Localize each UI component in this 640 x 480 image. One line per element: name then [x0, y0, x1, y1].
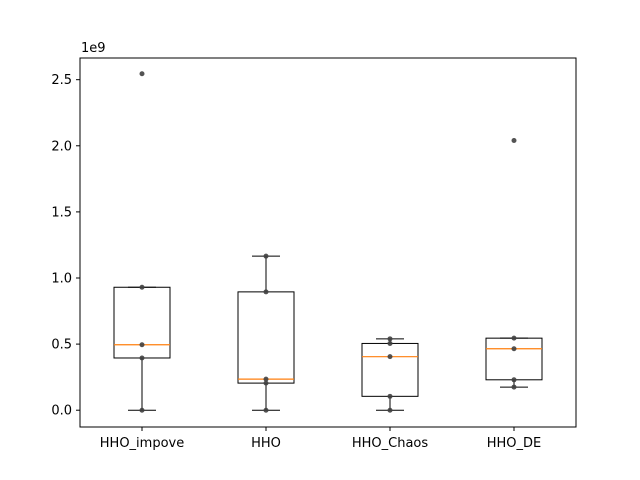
- data-point: [139, 284, 145, 290]
- data-point: [511, 384, 517, 390]
- y-tick-label: 0.5: [51, 338, 72, 353]
- data-point: [387, 393, 393, 399]
- data-point: [387, 336, 393, 342]
- y-axis: 0.0 0.5 1.0 1.5 2.0 2.5: [51, 73, 80, 419]
- data-point: [263, 407, 269, 413]
- x-tick-label: HHO_Chaos: [352, 436, 429, 451]
- axes-frame: [79, 57, 577, 428]
- data-point: [139, 342, 145, 348]
- y-tick-label: 1.0: [51, 271, 72, 286]
- x-tick-label: HHO_impove: [100, 436, 184, 451]
- data-point: [511, 346, 517, 352]
- plot-area: [113, 71, 543, 413]
- data-point: [139, 71, 145, 77]
- data-point: [263, 380, 269, 386]
- data-point: [387, 354, 393, 360]
- data-point: [511, 137, 517, 143]
- data-point: [263, 376, 269, 382]
- data-point: [263, 253, 269, 259]
- x-tick-label: HHO_DE: [487, 436, 542, 451]
- data-point: [511, 377, 517, 383]
- y-tick-label: 0.0: [51, 404, 72, 419]
- y-scale-offset-label: 1e9: [81, 41, 106, 56]
- y-tick-label: 2.0: [51, 139, 72, 154]
- data-point: [511, 335, 517, 341]
- y-tick-label: 1.5: [51, 205, 72, 220]
- data-point: [263, 289, 269, 295]
- x-tick-label: HHO: [251, 436, 281, 451]
- x-axis: HHO_impove HHO HHO_Chaos HHO_DE: [100, 427, 541, 451]
- data-point: [387, 407, 393, 413]
- data-point: [139, 355, 145, 361]
- y-tick-label: 2.5: [51, 73, 72, 88]
- data-point: [387, 340, 393, 346]
- data-point: [139, 407, 145, 413]
